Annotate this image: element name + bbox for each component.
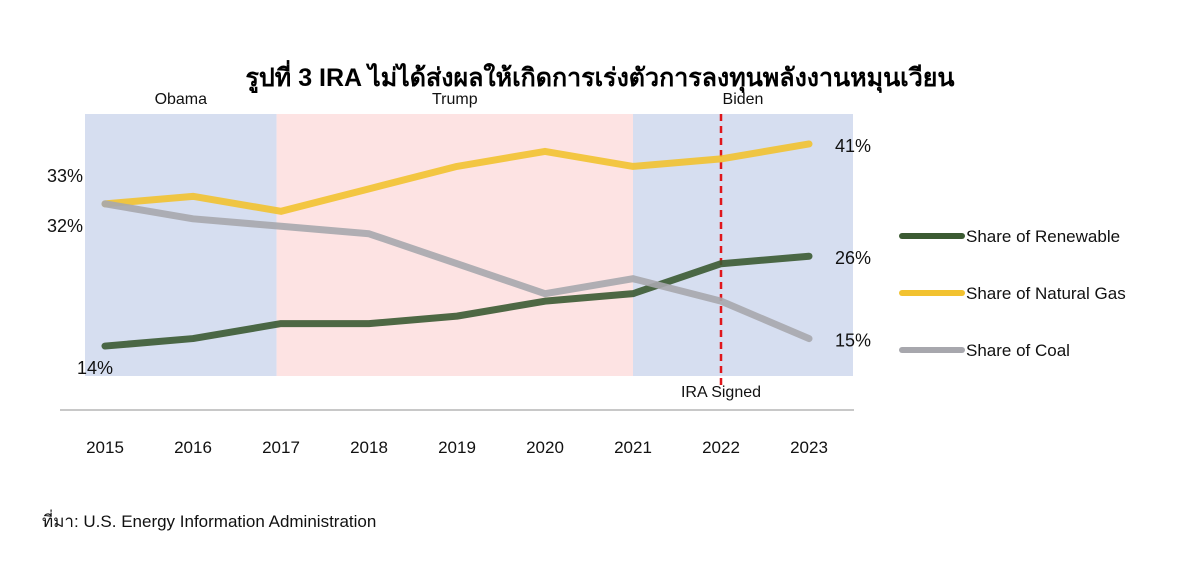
- x-tick-label: 2021: [614, 438, 652, 457]
- x-tick-labels: 2015 2016 2017 2018 2019 2020 2021 2022 2023: [86, 438, 828, 457]
- value-label: 32%: [47, 216, 83, 236]
- period-label-trump: Trump: [432, 91, 478, 108]
- period-bands: Obama Trump Biden: [85, 91, 853, 376]
- value-label: 14%: [77, 358, 113, 378]
- chart-title: รูปที่ 3 IRA ไม่ได้ส่งผลให้เกิดการเร่งตั…: [245, 64, 955, 92]
- value-label: 41%: [835, 136, 871, 156]
- value-label: 15%: [835, 331, 871, 351]
- source-note: ที่มา: U.S. Energy Information Administr…: [42, 512, 377, 531]
- value-labels: 33% 32% 14% 41% 26% 15%: [47, 136, 871, 378]
- legend-label: Share of Natural Gas: [966, 284, 1126, 303]
- x-tick-label: 2016: [174, 438, 212, 457]
- period-band-trump: [276, 114, 633, 376]
- x-tick-label: 2018: [350, 438, 388, 457]
- x-tick-label: 2020: [526, 438, 564, 457]
- period-label-obama: Obama: [155, 91, 208, 108]
- x-tick-label: 2022: [702, 438, 740, 457]
- value-label: 26%: [835, 248, 871, 268]
- series-lines: [101, 140, 813, 350]
- series-line-2: [101, 140, 813, 215]
- x-tick-label: 2015: [86, 438, 124, 457]
- series-line-1: [101, 252, 813, 350]
- value-label: 33%: [47, 166, 83, 186]
- ira-signed-label: IRA Signed: [681, 384, 761, 401]
- x-tick-label: 2023: [790, 438, 828, 457]
- x-tick-label: 2019: [438, 438, 476, 457]
- legend-label: Share of Renewable: [966, 227, 1120, 246]
- series-line-3: [101, 200, 813, 343]
- x-tick-label: 2017: [262, 438, 300, 457]
- legend: Share of Renewable Share of Natural Gas Sh…: [899, 227, 1126, 360]
- period-label-biden: Biden: [723, 91, 764, 108]
- legend-label: Share of Coal: [966, 341, 1070, 360]
